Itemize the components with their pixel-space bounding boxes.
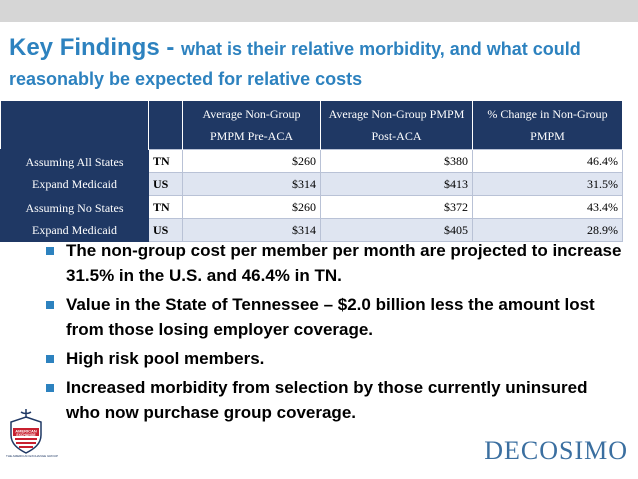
scenario-line: Expand Medicaid	[32, 222, 117, 237]
post-aca-cell: $413	[320, 172, 473, 196]
list-item: Value in the State of Tennessee – $2.0 b…	[46, 292, 626, 342]
list-item: The non-group cost per member per month …	[46, 238, 626, 288]
list-item: Increased morbidity from selection by th…	[46, 375, 626, 425]
scenario-no-states: Assuming No States Expand Medicaid	[0, 195, 149, 242]
square-bullet-icon	[46, 355, 54, 363]
region-cell: TN	[148, 149, 183, 173]
findings-table: Average Non-Group PMPM Pre-ACA Average N…	[0, 101, 623, 242]
pre-aca-cell: $314	[182, 218, 321, 242]
list-item-text: The non-group cost per member per month …	[66, 241, 622, 285]
logo-word: EXCHANGE	[16, 433, 36, 437]
post-aca-cell: $380	[320, 149, 473, 173]
list-item-text: High risk pool members.	[66, 349, 265, 368]
change-cell: 31.5%	[472, 172, 623, 196]
region-cell: US	[148, 172, 183, 196]
table-row: Assuming No States Expand Medicaid TN $2…	[0, 195, 623, 242]
square-bullet-icon	[46, 384, 54, 392]
header-blank-2	[148, 101, 183, 150]
header-change: % Change in Non-Group PMPM	[472, 101, 623, 150]
shield-icon: AMERICAN EXCHANGE	[10, 409, 42, 454]
table-row: US $314 $405 28.9%	[1, 218, 623, 242]
change-cell: 46.4%	[472, 149, 623, 173]
list-item: High risk pool members.	[46, 346, 626, 371]
findings-list: The non-group cost per member per month …	[46, 238, 626, 429]
post-aca-cell: $405	[320, 218, 473, 242]
american-exchange-logo: AMERICAN EXCHANGE THE AMERICAN EXCHANGE …	[6, 408, 59, 468]
table-header-row: Average Non-Group PMPM Pre-ACA Average N…	[0, 101, 623, 150]
logo-word: AMERICAN	[15, 429, 37, 434]
change-cell: 43.4%	[472, 195, 623, 219]
title-main: Key Findings -	[9, 34, 182, 61]
scenario-line: Expand Medicaid	[32, 176, 117, 191]
list-item-text: Value in the State of Tennessee – $2.0 b…	[66, 295, 595, 339]
region-cell: TN	[148, 195, 183, 219]
post-aca-cell: $372	[320, 195, 473, 219]
scenario-line: Assuming No States	[25, 200, 124, 215]
pre-aca-cell: $260	[182, 149, 321, 173]
table-row: Assuming All States Expand Medicaid TN $…	[0, 149, 623, 196]
square-bullet-icon	[46, 301, 54, 309]
header-blank	[0, 101, 149, 150]
list-item-text: Increased morbidity from selection by th…	[66, 378, 588, 422]
header-post-aca: Average Non-Group PMPM Post-ACA	[320, 101, 473, 150]
logo-tagline: THE AMERICAN EXCHANGE GROUP	[6, 454, 59, 458]
change-cell: 28.9%	[472, 218, 623, 242]
top-bar	[0, 0, 638, 22]
scenario-line: Assuming All States	[25, 154, 124, 169]
pre-aca-cell: $314	[182, 172, 321, 196]
slide-title: Key Findings - what is their relative mo…	[9, 34, 629, 95]
decosimo-logo: DECOSIMO	[484, 436, 628, 465]
header-pre-aca: Average Non-Group PMPM Pre-ACA	[182, 101, 321, 150]
square-bullet-icon	[46, 247, 54, 255]
title-sub: what is their relative morbidity, and wh…	[9, 39, 581, 89]
pre-aca-cell: $260	[182, 195, 321, 219]
scenario-all-states: Assuming All States Expand Medicaid	[0, 149, 149, 196]
